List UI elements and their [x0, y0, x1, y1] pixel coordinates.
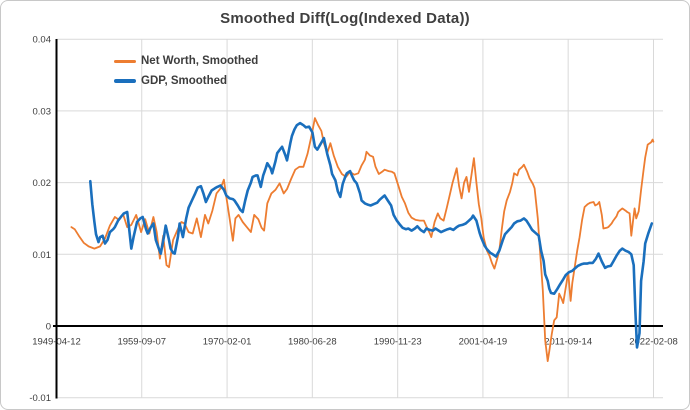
y-tick-label: 0.01	[33, 250, 52, 261]
x-tick-label: 1980-06-28	[288, 337, 337, 348]
series-line-net-worth	[70, 117, 655, 363]
y-tick-label: 0.03	[33, 106, 52, 117]
y-tick-label: 0.04	[33, 35, 52, 46]
x-tick-label: 1990-11-23	[374, 337, 422, 348]
chart-title: Smoothed Diff(Log(Indexed Data))	[220, 10, 470, 27]
y-tick-label: 0	[46, 322, 51, 333]
series-line-gdp	[89, 121, 654, 349]
y-tick-label: 0.02	[33, 178, 52, 189]
legend-line-gdp-icon	[114, 79, 136, 83]
legend-item-gdp: GDP, Smoothed	[114, 71, 258, 91]
legend: Net Worth, Smoothed GDP, Smoothed	[114, 51, 258, 91]
legend-label-gdp: GDP, Smoothed	[141, 75, 228, 87]
x-tick-label: 1959-09-07	[117, 337, 166, 348]
x-tick-label: 2022-02-08	[629, 337, 678, 348]
y-tick-label: -0.01	[29, 393, 51, 404]
legend-label-net-worth: Net Worth, Smoothed	[141, 55, 259, 67]
x-tick-label: 1970-02-01	[203, 337, 252, 348]
x-tick-label: 1949-04-12	[32, 337, 81, 348]
x-tick-label: 2011-09-14	[544, 337, 592, 348]
legend-line-net-worth-icon	[114, 59, 136, 63]
x-tick-label: 2001-04-19	[459, 337, 508, 348]
legend-item-net-worth: Net Worth, Smoothed	[114, 51, 258, 71]
